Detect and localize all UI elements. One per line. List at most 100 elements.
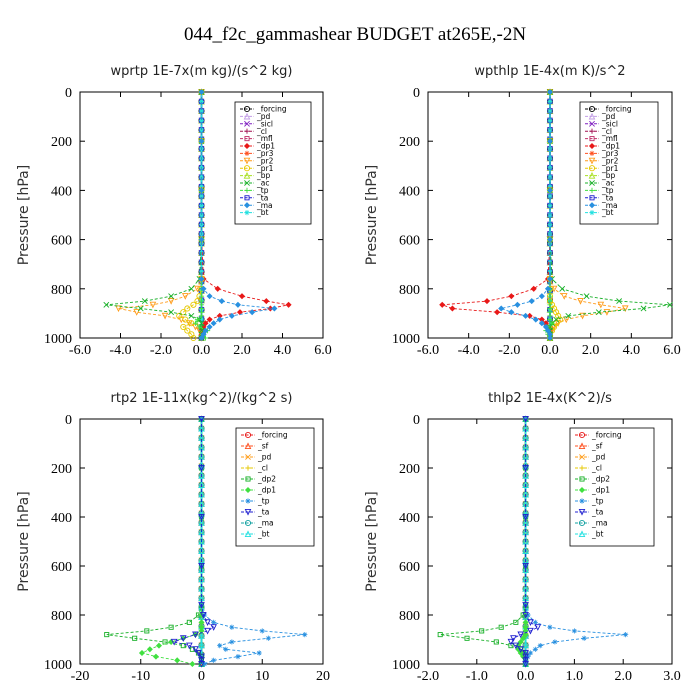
data-point <box>571 628 577 634</box>
data-point <box>552 639 558 645</box>
data-point <box>483 298 490 305</box>
legend-marker <box>588 157 596 165</box>
legend-marker <box>589 136 595 142</box>
legend-marker <box>588 112 596 120</box>
legend-marker <box>245 454 251 460</box>
legend-marker <box>589 180 595 186</box>
data-point <box>199 611 207 619</box>
data-point <box>211 619 217 625</box>
legend-marker <box>589 128 595 134</box>
y-tick-label: 200 <box>51 462 72 477</box>
series-line <box>201 92 289 338</box>
series-line <box>201 419 305 665</box>
data-point <box>198 98 205 105</box>
data-point <box>532 646 538 652</box>
data-point <box>186 619 192 625</box>
data-point <box>192 646 199 653</box>
legend-marker <box>244 431 252 439</box>
data-point <box>546 88 554 96</box>
chart-panel-1: wprtp 1E-7x(m kg)/(s^2 kg) Pressure [hPa]… <box>16 64 332 358</box>
legend-item: _sf <box>241 442 269 451</box>
data-point <box>198 117 205 123</box>
legend-marker <box>578 431 586 439</box>
legend-item: _ma <box>575 519 608 528</box>
legend: _forcing _sf _pd _cl _dp2 _dp1 _tp _ta _ma _bt <box>569 427 655 547</box>
legend-marker <box>589 195 595 201</box>
legend-marker <box>578 486 586 494</box>
series-dp1 <box>439 88 554 342</box>
series-ta <box>507 415 542 668</box>
y-tick-label: 0 <box>65 413 72 428</box>
legend-marker <box>588 171 596 179</box>
legend-marker <box>243 157 251 165</box>
x-tick-label: 0.0 <box>541 343 559 358</box>
legend-item: _sicl <box>240 119 273 128</box>
x-tick-label: 1.0 <box>566 669 584 684</box>
legend-marker <box>244 519 252 527</box>
legend-marker <box>578 519 586 527</box>
legend-label: _mfl <box>601 134 618 143</box>
data-point <box>546 236 554 243</box>
data-point <box>439 301 446 308</box>
chart-panel-2: wpthlp 1E-4x(m K)/s^2 Pressure [hPa] -6.0 -… <box>364 64 681 358</box>
data-point <box>546 334 554 342</box>
data-point <box>206 316 213 323</box>
data-point <box>190 334 197 342</box>
legend-item: _forcing <box>585 105 632 114</box>
chart-panel-4: thlp2 1E-4x(K^2)/s Pressure [hPa] -2.0 -1.0… <box>364 391 681 684</box>
data-point <box>621 305 629 313</box>
data-point <box>144 628 150 634</box>
data-point <box>579 312 586 320</box>
y-tick-label: 800 <box>51 609 72 624</box>
data-point <box>522 653 529 661</box>
x-tick-label: 0.0 <box>193 343 211 358</box>
legend-label: _pr2 <box>256 156 274 165</box>
data-point <box>522 415 529 423</box>
data-point <box>198 269 205 275</box>
legend-label: _forcing <box>601 105 632 114</box>
data-point <box>522 641 529 649</box>
data-point <box>549 320 555 326</box>
legend-label: _cl <box>601 127 612 136</box>
data-point <box>198 236 205 243</box>
x-tick-label: 2.0 <box>233 343 251 358</box>
legend-item: _dp1 <box>240 142 275 151</box>
data-point <box>522 611 529 619</box>
data-point <box>198 334 205 342</box>
data-point <box>186 642 193 650</box>
legend-item: _pr3 <box>240 149 274 158</box>
legend-item: _ac <box>585 179 614 188</box>
series-ta <box>170 415 217 668</box>
series-ac <box>103 89 205 341</box>
legend-label: _bt <box>256 208 269 217</box>
series-line <box>499 92 551 338</box>
legend-marker <box>245 465 251 471</box>
series-line <box>172 419 215 664</box>
panel-title: rtp2 1E-11x(kg^2)/(kg^2 s) <box>111 391 293 406</box>
data-point <box>479 628 485 634</box>
data-point <box>581 635 587 641</box>
legend-item: _pd <box>241 453 272 462</box>
legend-label: _pr1 <box>256 164 274 173</box>
legend-marker <box>244 486 252 494</box>
legend-item: _pr2 <box>240 156 274 165</box>
data-point <box>302 632 308 638</box>
legend-marker <box>243 171 251 179</box>
figure-title: 044_f2c_gammashear BUDGET at265E,-2N <box>184 24 526 45</box>
legend-item: _pr2 <box>585 156 619 165</box>
data-point <box>189 660 196 668</box>
data-point <box>640 305 647 312</box>
legend-item: _ac <box>240 179 269 188</box>
y-tick-label: 1000 <box>44 332 72 347</box>
series-line <box>178 92 202 339</box>
legend-label: _sf <box>591 442 603 451</box>
legend-marker <box>244 195 250 201</box>
data-point <box>494 309 501 316</box>
legend-item: _cl <box>585 127 612 136</box>
data-point <box>174 657 181 664</box>
data-point <box>557 316 564 323</box>
data-point <box>542 323 549 330</box>
data-point <box>522 312 529 319</box>
legend-marker <box>588 142 596 150</box>
data-point <box>204 619 211 626</box>
